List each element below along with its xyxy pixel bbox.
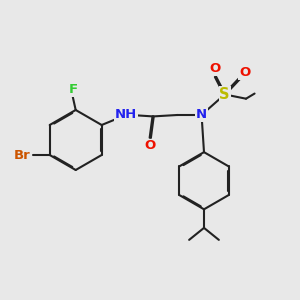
Text: S: S — [219, 87, 230, 102]
Text: N: N — [196, 109, 207, 122]
Text: O: O — [145, 140, 156, 152]
Text: NH: NH — [115, 109, 137, 122]
Text: O: O — [239, 66, 250, 79]
Text: Br: Br — [14, 148, 31, 161]
Text: F: F — [68, 83, 77, 97]
Text: O: O — [210, 62, 221, 75]
